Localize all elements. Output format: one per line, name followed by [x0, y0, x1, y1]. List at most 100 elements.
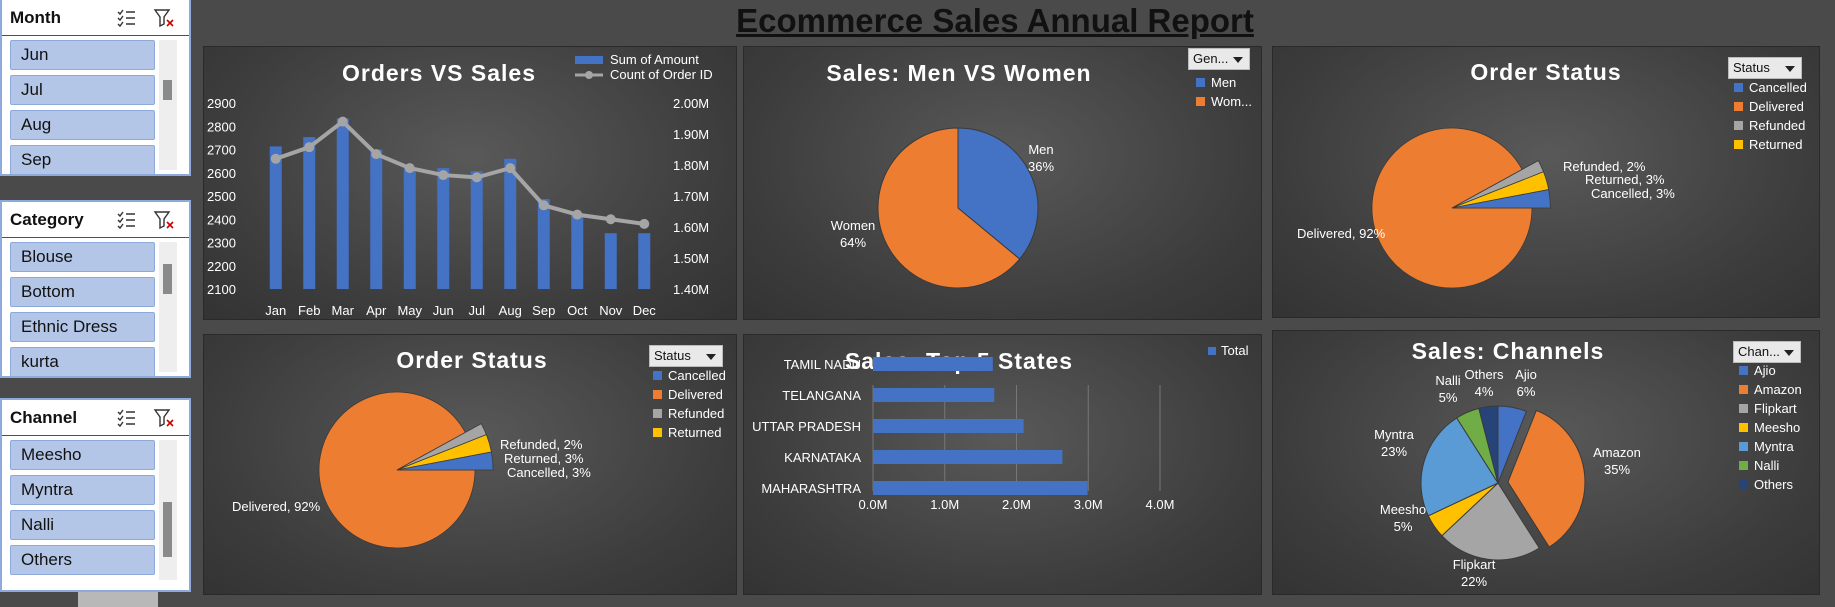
- y2-tick-label: 1.50M: [673, 251, 709, 266]
- legend-label: Men: [1211, 75, 1237, 90]
- y2-tick-label: 1.70M: [673, 189, 709, 204]
- slicer-title: Channel: [10, 407, 78, 427]
- line-point: [538, 200, 549, 211]
- multi-select-icon[interactable]: [115, 407, 137, 429]
- slicer-items: Jun Jul Aug Sep: [2, 36, 189, 175]
- legend-item: Returned: [653, 423, 726, 442]
- data-label: 6%: [1517, 384, 1536, 399]
- slicer-item[interactable]: Blouse: [10, 242, 155, 272]
- legend-swatch: [585, 71, 593, 79]
- clear-filter-icon[interactable]: [153, 209, 175, 231]
- legend-label: Sum of Amount: [610, 52, 699, 67]
- x-tick-label: 0.0M: [859, 497, 888, 512]
- slicer-item[interactable]: Nalli: [10, 510, 155, 540]
- legend-swatch: [1739, 404, 1748, 413]
- x-tick-label: 4.0M: [1146, 497, 1175, 512]
- clear-filter-icon[interactable]: [153, 7, 175, 29]
- legend-item: Meesho: [1739, 418, 1802, 437]
- y-tick-label: TAMIL NADU: [784, 357, 861, 372]
- dropdown-arrow-icon: [1233, 57, 1243, 63]
- slicer-header: Channel: [2, 400, 189, 436]
- bar: [873, 450, 1063, 464]
- scroll-thumb[interactable]: [163, 502, 172, 557]
- line-point: [270, 153, 281, 164]
- x-tick-label: 2.0M: [1002, 497, 1031, 512]
- legend-swatch: [1196, 97, 1205, 106]
- y-tick-label: KARNATAKA: [784, 450, 861, 465]
- slicer-item[interactable]: Others: [10, 545, 155, 575]
- bar: [873, 388, 995, 402]
- legend-label: Wom...: [1211, 94, 1252, 109]
- filter-dropdown[interactable]: Status: [649, 345, 723, 367]
- data-label: 5%: [1439, 390, 1458, 405]
- slicer-scrollbar[interactable]: [159, 40, 177, 170]
- y-tick-label: UTTAR PRADESH: [752, 419, 861, 434]
- y2-tick-label: 1.90M: [673, 127, 709, 142]
- legend-item: Refunded: [653, 404, 726, 423]
- clear-filter-icon[interactable]: [153, 407, 175, 429]
- slicer-item[interactable]: Sep: [10, 145, 155, 175]
- legend-swatch: [1734, 121, 1743, 130]
- scroll-thumb[interactable]: [163, 80, 172, 100]
- slicer-item[interactable]: Bottom: [10, 277, 155, 307]
- line-point: [337, 116, 348, 127]
- top-5-states-panel: Sales: Top 5 StatesTotal0.0M1.0M2.0M3.0M…: [743, 334, 1262, 595]
- chart-svg: Sales: Men VS Women Men 36% Women 64%: [826, 60, 1091, 289]
- line-point: [404, 163, 415, 174]
- slicer-item[interactable]: Myntra: [10, 475, 155, 505]
- chart-svg: Sales: Channels Ajio 6% Amazon 35% Flipkart 22…: [1374, 338, 1641, 589]
- data-label: 35%: [1604, 462, 1630, 477]
- sheet-scroll-tab[interactable]: [78, 592, 158, 607]
- legend-label: Ajio: [1754, 363, 1776, 378]
- x-tick-label: Sep: [532, 303, 555, 318]
- slicer-item[interactable]: kurta: [10, 347, 155, 377]
- pie-slice: [1451, 189, 1551, 209]
- legend-label: Others: [1754, 477, 1794, 492]
- data-label: Cancelled, 3%: [1591, 186, 1675, 201]
- slicer-item[interactable]: Jul: [10, 75, 155, 105]
- x-tick-label: 3.0M: [1074, 497, 1103, 512]
- chart-svg: Order Status Refunded, 2%Returned, 3%Canc…: [232, 347, 591, 549]
- y-tick-label: TELANGANA: [782, 388, 861, 403]
- y-tick-label: 2100: [207, 282, 236, 297]
- legend-swatch: [1734, 83, 1743, 92]
- line-point: [572, 209, 583, 220]
- slicer-item[interactable]: Jun: [10, 40, 155, 70]
- multi-select-icon[interactable]: [115, 209, 137, 231]
- line-point: [471, 172, 482, 183]
- filter-dropdown[interactable]: Status: [1728, 57, 1802, 79]
- data-label: 5%: [1394, 519, 1413, 534]
- legend-label: Nalli: [1754, 458, 1780, 473]
- multi-select-icon[interactable]: [115, 7, 137, 29]
- line-point: [304, 142, 315, 153]
- slicer-items: Meesho Myntra Nalli Others: [2, 436, 189, 580]
- filter-dropdown[interactable]: Gen...: [1188, 48, 1250, 70]
- legend-swatch: [653, 409, 662, 418]
- slicer-item[interactable]: Ethnic Dress: [10, 312, 155, 342]
- y-tick-label: 2300: [207, 236, 236, 251]
- pie-slice: [396, 451, 494, 471]
- legend-label: Refunded: [1749, 118, 1806, 133]
- filter-dropdown[interactable]: Chan...: [1733, 341, 1801, 363]
- legend-swatch: [653, 390, 662, 399]
- y2-tick-label: 1.40M: [673, 282, 709, 297]
- x-tick-label: Jan: [265, 303, 286, 318]
- slicer-item[interactable]: Aug: [10, 110, 155, 140]
- legend-item: Amazon: [1739, 380, 1802, 399]
- legend-item: Others: [1739, 475, 1802, 494]
- legend-item: Cancelled: [653, 366, 726, 385]
- slicer-items: Blouse Bottom Ethnic Dress kurta: [2, 238, 189, 377]
- slicer-scrollbar[interactable]: [159, 242, 177, 372]
- line-point: [438, 170, 449, 181]
- series-line: [275, 118, 645, 226]
- slicer-item[interactable]: Meesho: [10, 440, 155, 470]
- filter-dropdown-label: Status: [1733, 60, 1770, 75]
- slicer-scrollbar[interactable]: [159, 440, 177, 580]
- x-tick-label: Apr: [366, 303, 387, 318]
- x-tick-label: Nov: [599, 303, 623, 318]
- data-label: Men: [1028, 142, 1053, 157]
- dropdown-arrow-icon: [706, 354, 716, 360]
- legend-swatch: [1196, 78, 1205, 87]
- scroll-thumb[interactable]: [163, 264, 172, 294]
- line-point: [371, 149, 382, 160]
